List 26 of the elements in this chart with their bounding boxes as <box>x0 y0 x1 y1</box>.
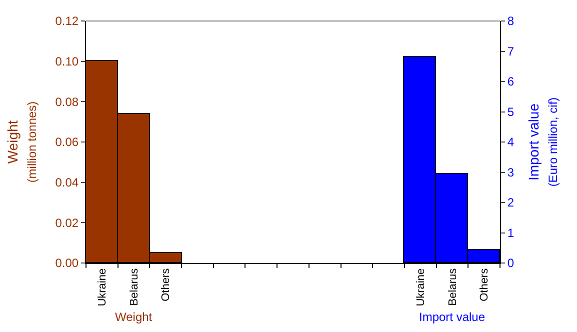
y2-tick-label: 3 <box>507 165 514 180</box>
text: Weight <box>115 310 153 324</box>
y2-tick-label: 5 <box>507 104 514 119</box>
y2-tick-label: 6 <box>507 74 514 89</box>
x-tick-label: Others <box>478 268 491 302</box>
x-tick-label: Ukraine <box>96 268 108 306</box>
y2-tick-label: 8 <box>507 14 514 28</box>
x-tick-label: Ukraine <box>414 268 427 306</box>
y2-axis-title: Import value (Euro million, cif) <box>526 97 560 187</box>
y-tick-label: 0.06 <box>55 135 79 150</box>
y-tick-label: 0.08 <box>55 94 79 109</box>
y2-tick-label: 4 <box>507 135 514 150</box>
y-tick-label: 0.04 <box>55 176 79 190</box>
y2-tick-label: 0 <box>507 256 514 270</box>
y-tick-label: 0.12 <box>55 14 79 28</box>
y-axis-title: Weight (million tonnes) <box>4 101 39 183</box>
text: Import value <box>419 310 486 324</box>
x-tick-label: Belarus <box>446 268 459 306</box>
x-tick-label: Belarus <box>128 268 140 306</box>
y2-tick-label: 7 <box>507 44 514 58</box>
y-tick-label: 0.02 <box>55 216 79 230</box>
y2-tick-label: 2 <box>507 196 514 210</box>
y-tick-label: 0.10 <box>55 54 79 69</box>
y2-tick-label: 1 <box>507 226 514 240</box>
x-tick-label: Others <box>160 268 172 302</box>
y-tick-label: 0.00 <box>55 256 79 270</box>
